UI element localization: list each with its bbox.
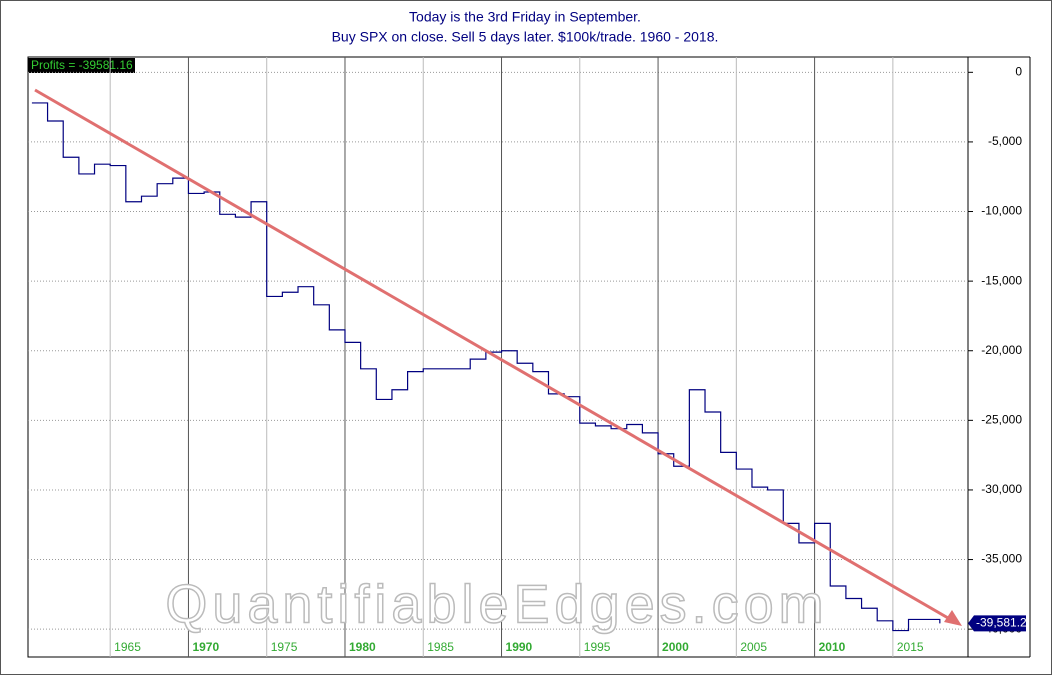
x-tick-label: 2010: [819, 640, 846, 654]
y-tick-label: -5,000: [988, 134, 1022, 148]
trend-arrow: [34, 88, 956, 624]
x-tick-label: 1990: [506, 640, 533, 654]
x-tick-label: 2015: [897, 640, 924, 654]
legend-box: [28, 58, 135, 73]
x-tick-label: 1995: [584, 640, 611, 654]
y-tick-label: -35,000: [981, 552, 1022, 566]
x-tick-label: 2005: [740, 640, 767, 654]
chart-title: Today is the 3rd Friday in September.: [409, 9, 641, 25]
y-tick-label: 0: [1015, 64, 1022, 78]
y-tick-label: -30,000: [981, 482, 1022, 496]
end-label-box: [968, 615, 1026, 632]
x-tick-label: 1970: [192, 640, 219, 654]
y-tick-label: -10,000: [981, 204, 1022, 218]
arrow-head: [944, 610, 962, 626]
end-label: -39,581.2: [976, 615, 1027, 629]
x-tick-label: 1985: [427, 640, 454, 654]
x-tick-label: 1980: [349, 640, 376, 654]
y-tick-label: -20,000: [981, 343, 1022, 357]
grid: 0 -5,000 -10,000 -15,000 -20,000 -25,000 -30,0…: [28, 57, 1022, 657]
x-tick-label: 2000: [662, 640, 689, 654]
y-tick-label: -15,000: [981, 273, 1022, 287]
legend-label: Profits = -39581.16: [31, 58, 133, 72]
chart-subtitle: Buy SPX on close. Sell 5 days later. $10…: [332, 29, 719, 45]
x-tick-label: 1975: [271, 640, 298, 654]
x-tick-label: 1965: [114, 640, 141, 654]
watermark: QuantifiableEdges.com: [165, 574, 828, 634]
y-tick-label: -25,000: [981, 413, 1022, 427]
